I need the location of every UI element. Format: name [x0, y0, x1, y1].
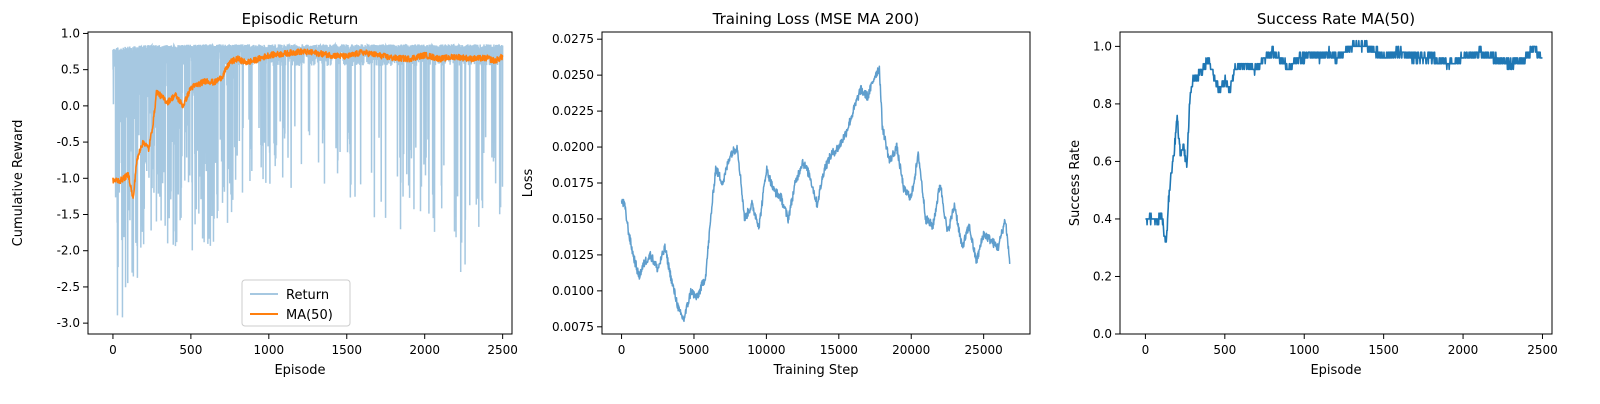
x-tick-label: 1000 — [254, 343, 285, 357]
y-tick-label: 0.0250 — [552, 68, 594, 82]
x-axis-label: Episode — [274, 363, 325, 378]
y-tick-label: 0.0225 — [552, 104, 594, 118]
chart-panel-3: 0 500 1000 1500 2000 2500 0.0 0.2 0.4 0.6 0.8 1.0 Su… — [1068, 10, 1558, 378]
y-tick-label: 1.0 — [1093, 39, 1112, 53]
legend-label: MA(50) — [286, 308, 333, 323]
chart-title: Training Loss (MSE MA 200) — [712, 10, 920, 28]
x-tick-label: 2000 — [1448, 343, 1479, 357]
x-tick-label: 1500 — [331, 343, 362, 357]
y-tick-label: 0.0275 — [552, 32, 594, 46]
x-tick-label: 1000 — [1289, 343, 1320, 357]
x-tick-label: 20000 — [892, 343, 930, 357]
x-tick-label: 1500 — [1368, 343, 1399, 357]
series-line-3 — [1144, 39, 1543, 243]
y-tick-label: 1.0 — [61, 26, 80, 40]
chart-panel-1: 0 500 1000 1500 2000 2500 -3.0 -2.5 -2.0 -1.5 -1.0… — [11, 10, 518, 378]
y-tick-label: -0.5 — [57, 135, 80, 149]
x-tick-label: 2500 — [1527, 343, 1558, 357]
y-tick-label: 0.0 — [1093, 327, 1112, 341]
x-tick-label: 0 — [1142, 343, 1150, 357]
y-tick-label: -1.5 — [57, 208, 80, 222]
y-tick-label: 0.0175 — [552, 176, 594, 190]
y-tick-label: 0.0200 — [552, 140, 594, 154]
y-tick-label: 0.2 — [1093, 269, 1112, 283]
series-line-return — [112, 41, 504, 318]
y-tick-label: 0.8 — [1093, 97, 1112, 111]
series-line-2 — [620, 65, 1011, 323]
x-tick-label: 0 — [618, 343, 626, 357]
y-tick-label: 0.0100 — [552, 284, 594, 298]
x-tick-label: 0 — [109, 343, 117, 357]
y-axis-label: Cumulative Reward — [11, 120, 26, 247]
plot-frame — [1119, 31, 1553, 335]
y-tick-label: 0.5 — [61, 63, 80, 77]
plot-frame — [87, 31, 513, 335]
chart-title: Success Rate MA(50) — [1257, 10, 1415, 28]
x-tick-label: 10000 — [747, 343, 785, 357]
y-tick-label: -2.5 — [57, 280, 80, 294]
x-tick-label: 25000 — [965, 343, 1003, 357]
plot-frame — [601, 31, 1031, 335]
y-tick-label: 0.0125 — [552, 248, 594, 262]
x-tick-label: 2500 — [487, 343, 518, 357]
x-tick-label: 500 — [179, 343, 202, 357]
x-axis-label: Training Step — [772, 363, 858, 378]
y-tick-label: 0.0075 — [552, 320, 594, 334]
y-tick-label: 0.0 — [61, 99, 80, 113]
y-tick-label: -2.0 — [57, 244, 80, 258]
x-tick-label: 2000 — [409, 343, 440, 357]
y-axis-label: Success Rate — [1068, 140, 1083, 226]
x-tick-label: 500 — [1213, 343, 1236, 357]
y-tick-label: 0.6 — [1093, 154, 1112, 168]
x-axis-label: Episode — [1310, 363, 1361, 378]
x-tick-label: 5000 — [679, 343, 710, 357]
y-tick-label: -3.0 — [57, 316, 80, 330]
x-tick-label: 15000 — [820, 343, 858, 357]
y-tick-label: -1.0 — [57, 171, 80, 185]
legend-label: Return — [286, 288, 329, 303]
legend: Return MA(50) — [241, 279, 351, 327]
y-axis-label: Loss — [521, 169, 536, 198]
chart-title: Episodic Return — [242, 10, 359, 28]
series-line-ma-50 — [112, 48, 504, 199]
chart-panel-2: 0 5000 10000 15000 20000 25000 0.0075 0.0100 0.0… — [521, 10, 1031, 378]
y-tick-label: 0.0150 — [552, 212, 594, 226]
y-tick-label: 0.4 — [1093, 212, 1112, 226]
